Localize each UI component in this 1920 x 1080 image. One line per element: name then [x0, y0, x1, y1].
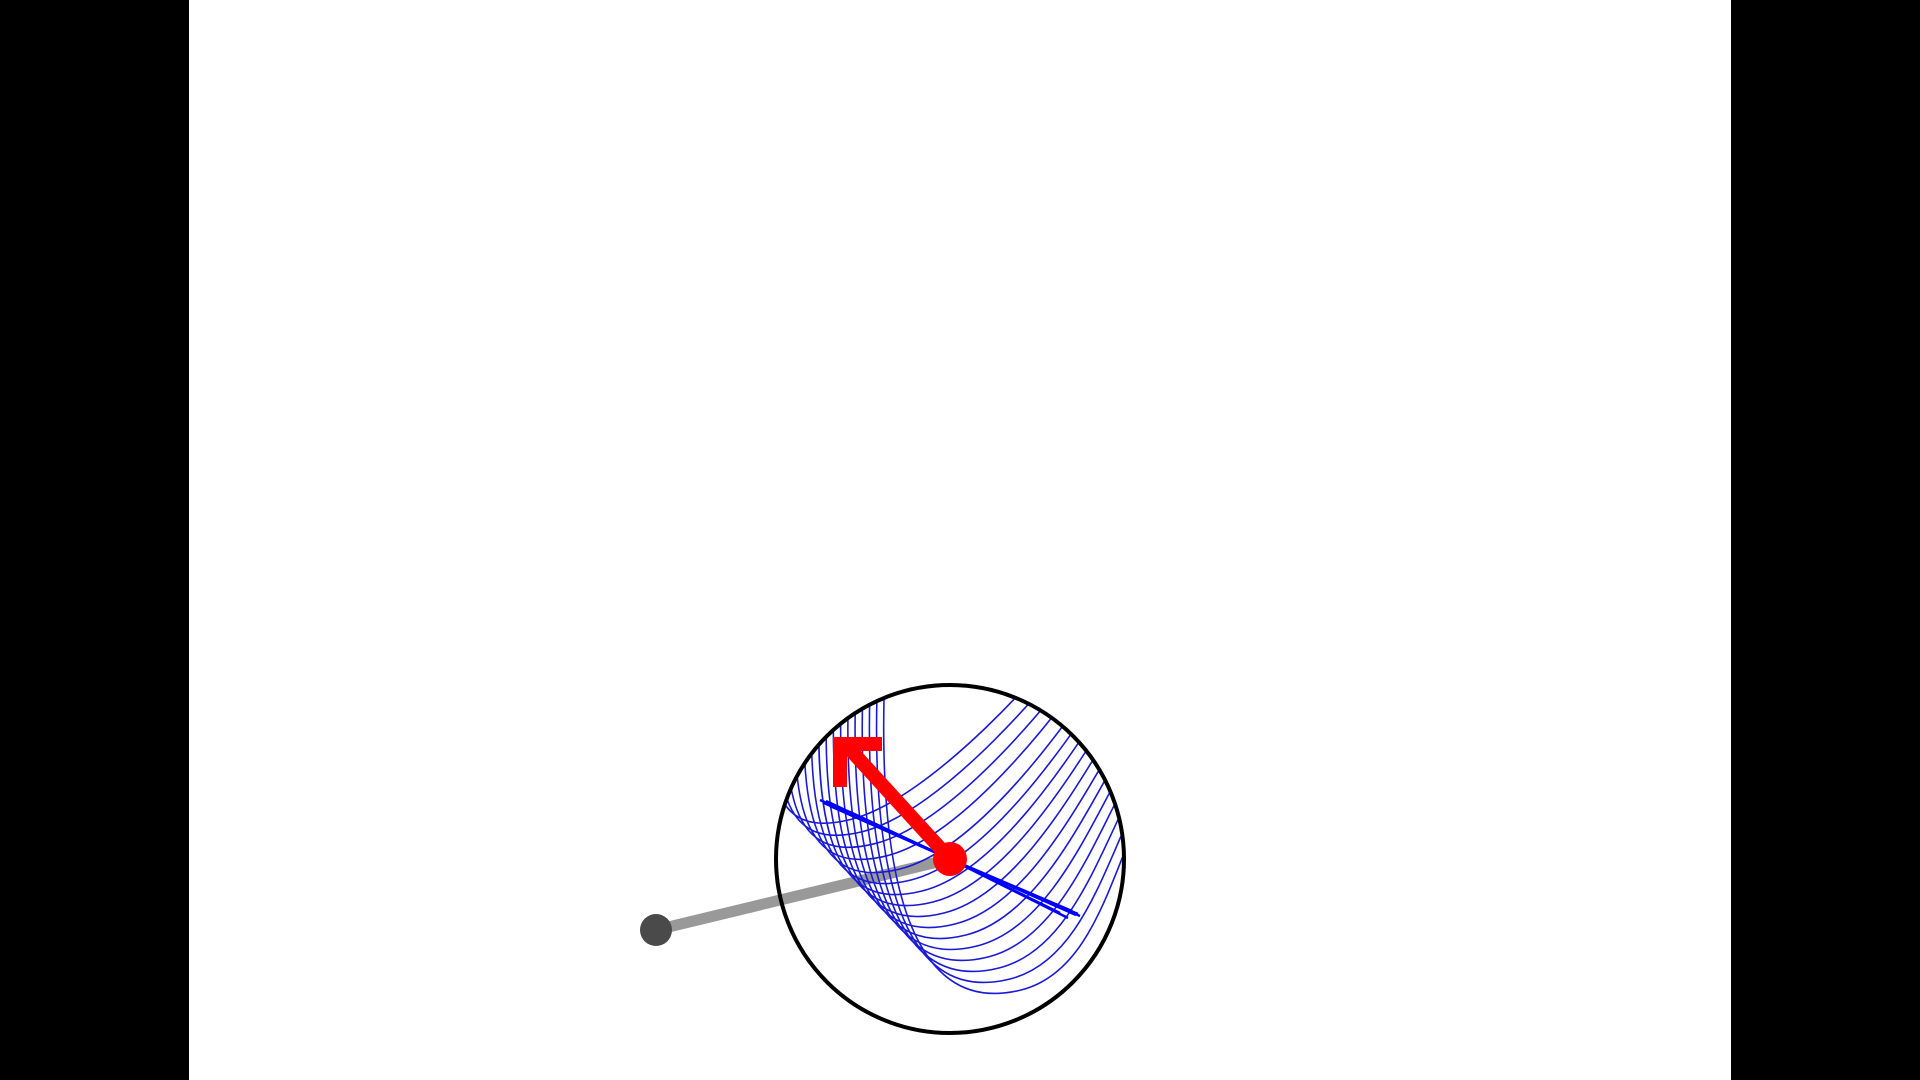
- contour-line: [847, 685, 1124, 940]
- contour-line: [810, 685, 1115, 885]
- arrow-head: [833, 737, 882, 787]
- bob-center-point: [933, 842, 967, 876]
- contour-line: [882, 685, 1124, 995]
- letterbox-left: [0, 0, 189, 1080]
- contour-line: [818, 685, 1119, 896]
- contour-line: [839, 685, 1124, 929]
- contour-line: [875, 685, 1124, 984]
- bob-circle: [774, 683, 1126, 1035]
- arrow-shaft: [839, 738, 957, 866]
- trajectory-lines: [819, 798, 1081, 920]
- contour-line: [803, 685, 1111, 874]
- pivot-point: [640, 914, 672, 946]
- pendulum-rod: [650, 853, 956, 936]
- contour-line: [825, 685, 1123, 907]
- trajectory-line: [819, 798, 1081, 918]
- letterbox-right: [1731, 0, 1920, 1080]
- canvas-area: [189, 0, 1731, 1080]
- contour-line: [868, 685, 1124, 973]
- contour-line: [776, 685, 1093, 824]
- contour-line: [832, 685, 1124, 918]
- contour-lines: [776, 685, 1124, 995]
- velocity-arrow: [833, 737, 957, 866]
- contour-line: [854, 685, 1124, 951]
